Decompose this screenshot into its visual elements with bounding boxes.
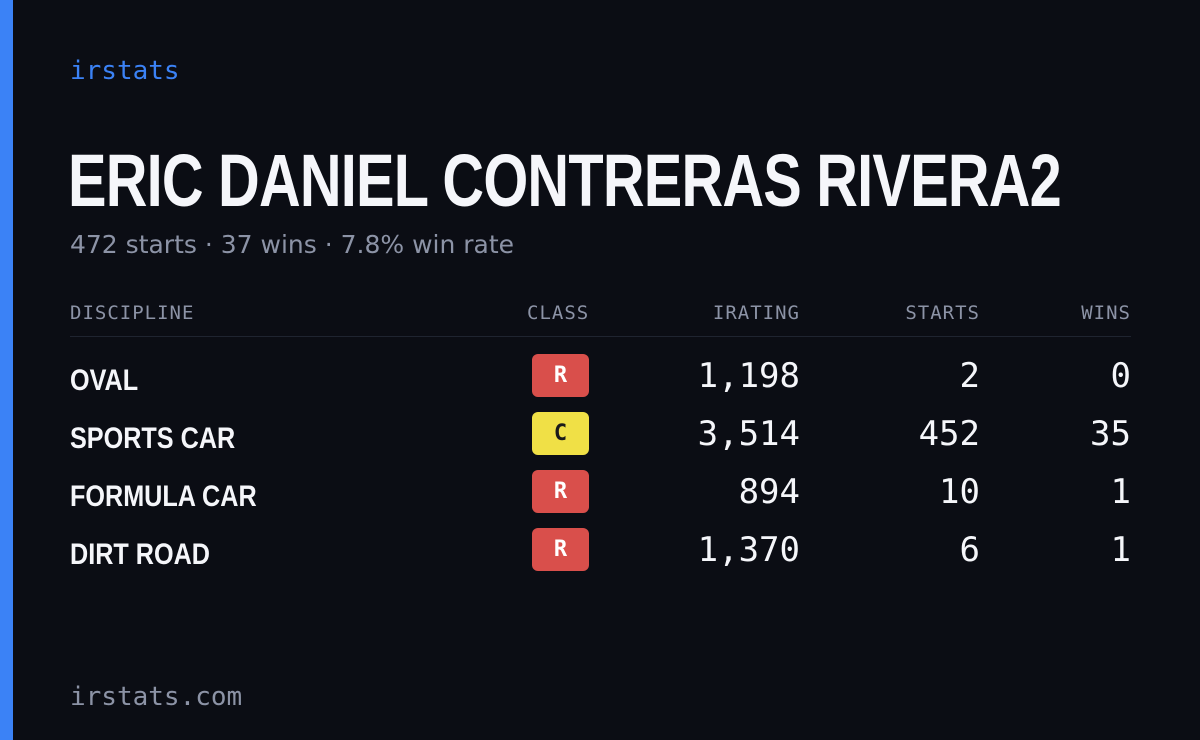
wins-value: 0 <box>1110 356 1131 396</box>
table-row: SPORTS CAR C 3,514 452 35 <box>70 412 1131 470</box>
stats-table: DISCIPLINE CLASS IRATING STARTS WINS OVA… <box>70 296 1131 586</box>
discipline-name: SPORTS CAR <box>70 422 236 455</box>
table-header: DISCIPLINE CLASS IRATING STARTS WINS <box>70 296 1131 337</box>
irating-value: 894 <box>738 472 800 512</box>
table-row: FORMULA CAR R 894 10 1 <box>70 470 1131 528</box>
starts-value: 2 <box>959 356 980 396</box>
wins-value: 1 <box>1110 472 1131 512</box>
starts-value: 10 <box>939 472 980 512</box>
header-class: CLASS <box>527 302 590 324</box>
driver-name: ERIC DANIEL CONTRERAS RIVERA2 <box>68 139 1062 222</box>
brand-logo-text: irstats <box>70 56 180 86</box>
header-discipline: DISCIPLINE <box>70 302 195 324</box>
starts-value: 452 <box>918 414 980 454</box>
discipline-name: DIRT ROAD <box>70 538 210 571</box>
header-starts: STARTS <box>905 302 980 324</box>
irating-value: 1,198 <box>697 356 800 396</box>
table-row: OVAL R 1,198 2 0 <box>70 354 1131 412</box>
footer-url: irstats.com <box>70 682 243 712</box>
table-body: OVAL R 1,198 2 0 SPORTS CAR C 3,514 452 … <box>70 354 1131 586</box>
class-badge: R <box>532 354 589 397</box>
discipline-name: OVAL <box>70 364 139 397</box>
starts-value: 6 <box>959 530 980 570</box>
wins-value: 35 <box>1090 414 1131 454</box>
irating-value: 1,370 <box>697 530 800 570</box>
discipline-name: FORMULA CAR <box>70 480 257 513</box>
header-wins: WINS <box>1081 302 1131 324</box>
class-badge: C <box>532 412 589 455</box>
class-badge: R <box>532 528 589 571</box>
irating-value: 3,514 <box>697 414 800 454</box>
driver-summary: 472 starts · 37 wins · 7.8% win rate <box>70 230 515 259</box>
wins-value: 1 <box>1110 530 1131 570</box>
header-irating: IRATING <box>712 302 800 324</box>
class-badge: R <box>532 470 589 513</box>
table-row: DIRT ROAD R 1,370 6 1 <box>70 528 1131 586</box>
accent-bar <box>0 0 13 740</box>
